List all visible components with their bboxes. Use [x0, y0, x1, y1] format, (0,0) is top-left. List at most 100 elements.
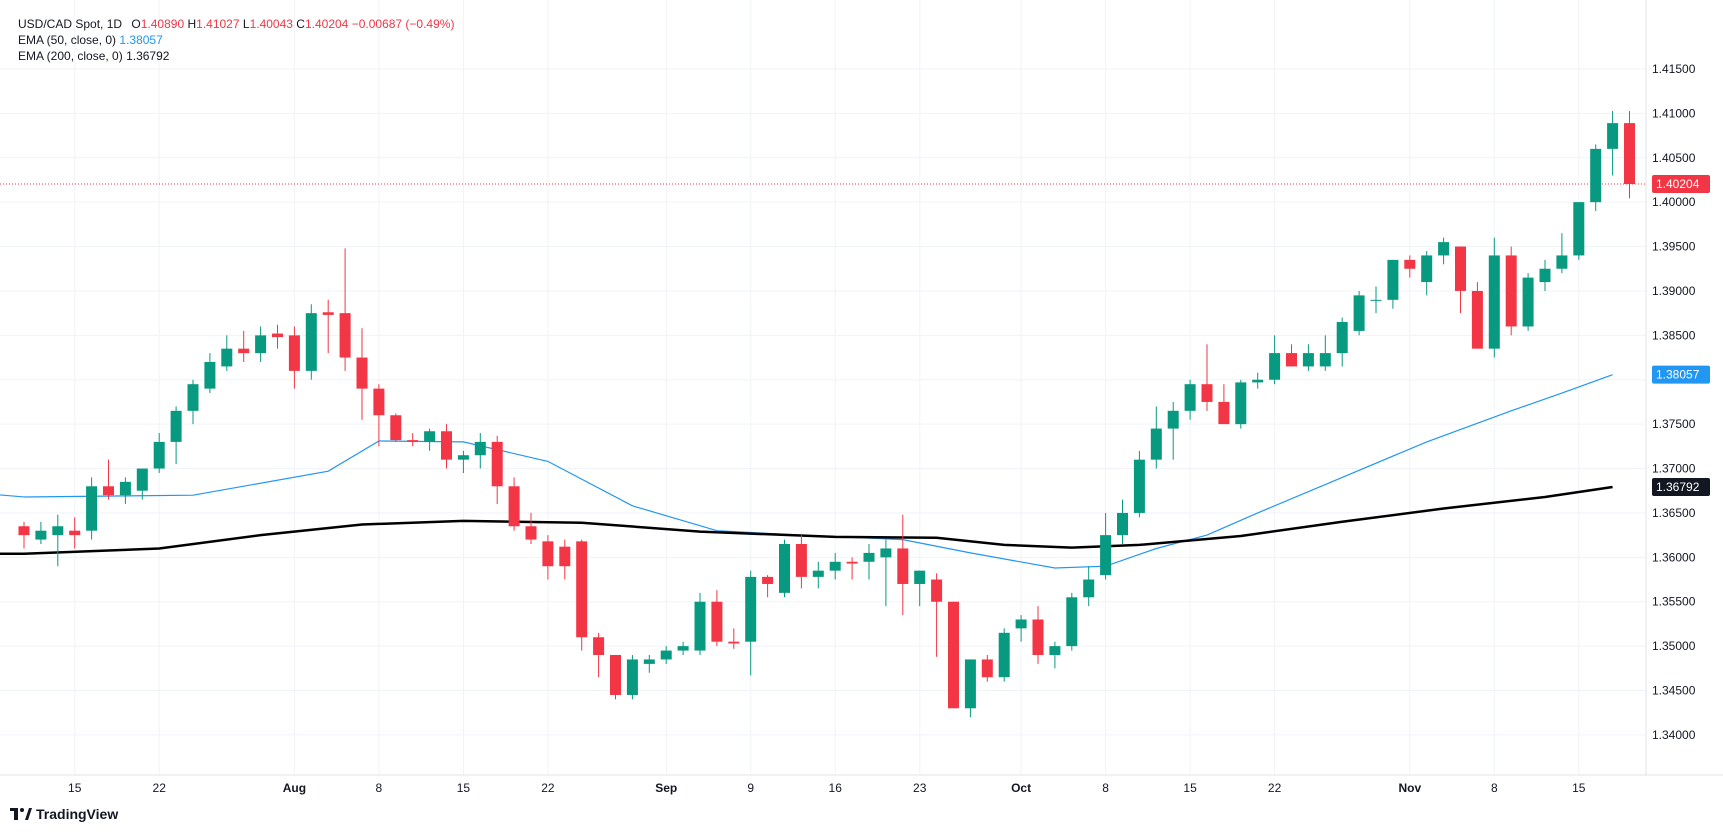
candle-up[interactable]	[863, 544, 875, 580]
candle-down[interactable]	[762, 575, 774, 598]
candle-up[interactable]	[880, 539, 892, 607]
candle-down[interactable]	[525, 512, 537, 545]
candle-down[interactable]	[390, 413, 402, 442]
candle-up[interactable]	[187, 379, 199, 425]
candle-down[interactable]	[1471, 282, 1483, 349]
time-axis[interactable]: 15 22 Aug 8 15 22 Sep 9 16 23 Oct 8 15 22 Nov 8 15	[68, 781, 1586, 795]
candle-up[interactable]	[1573, 202, 1585, 260]
candle-up[interactable]	[119, 477, 131, 505]
candle-up[interactable]	[1133, 450, 1145, 518]
price-axis[interactable]: 1.34000 1.34500 1.35000 1.35500 1.36000 1.365…	[1652, 62, 1696, 742]
candle-up[interactable]	[1319, 335, 1331, 371]
candle-up[interactable]	[643, 655, 655, 673]
candle-up[interactable]	[153, 433, 165, 473]
candle-down[interactable]	[795, 535, 807, 589]
candle-up[interactable]	[136, 468, 148, 500]
candle-up[interactable]	[221, 335, 233, 371]
candle-up[interactable]	[1015, 615, 1027, 642]
candle-up[interactable]	[52, 514, 64, 567]
candle-down[interactable]	[272, 324, 283, 349]
candle-up[interactable]	[457, 450, 469, 473]
candle-up[interactable]	[964, 659, 976, 718]
candle-down[interactable]	[711, 590, 723, 647]
legend-ema200[interactable]: EMA (200, close, 0) 1.36792	[18, 48, 454, 64]
candle-up[interactable]	[1353, 290, 1365, 336]
candle-up[interactable]	[1556, 233, 1568, 274]
candle-up[interactable]	[1488, 237, 1500, 358]
candle-down[interactable]	[508, 477, 520, 531]
candle-up[interactable]	[1269, 335, 1281, 385]
candle-up[interactable]	[914, 570, 926, 607]
candle-up[interactable]	[998, 628, 1010, 682]
candle-up[interactable]	[1387, 259, 1399, 309]
candle-down[interactable]	[491, 435, 503, 505]
candle-up[interactable]	[829, 552, 841, 580]
candle-down[interactable]	[1032, 606, 1044, 664]
candle-down[interactable]	[1505, 246, 1517, 336]
candle-up[interactable]	[1252, 372, 1264, 389]
candle-down[interactable]	[1624, 110, 1635, 199]
candle-up[interactable]	[305, 304, 317, 380]
candle-down[interactable]	[339, 248, 351, 371]
candle-down[interactable]	[356, 328, 368, 420]
legend-ema50[interactable]: EMA (50, close, 0) 1.38057	[18, 32, 454, 48]
candle-down[interactable]	[1404, 255, 1416, 278]
candle-down[interactable]	[542, 535, 554, 580]
candle-up[interactable]	[204, 353, 216, 394]
candle-up[interactable]	[745, 570, 757, 676]
candle-up[interactable]	[1184, 379, 1196, 420]
candle-up[interactable]	[1167, 401, 1179, 460]
candle-up[interactable]	[474, 433, 486, 469]
candle-up[interactable]	[1066, 592, 1078, 651]
candle-up[interactable]	[1117, 499, 1128, 545]
candle-up[interactable]	[1421, 250, 1433, 296]
candle-up[interactable]	[694, 592, 706, 656]
candle-up[interactable]	[1083, 566, 1095, 607]
candle-down[interactable]	[238, 330, 250, 362]
candle-up[interactable]	[35, 521, 47, 545]
candle-up[interactable]	[170, 406, 182, 465]
candle-down[interactable]	[18, 521, 30, 549]
candle-down[interactable]	[559, 539, 571, 580]
candle-down[interactable]	[103, 459, 114, 500]
candle-up[interactable]	[255, 326, 267, 362]
candle-up[interactable]	[1336, 317, 1348, 367]
candle-down[interactable]	[1455, 246, 1466, 314]
candle-up[interactable]	[1302, 344, 1314, 371]
candle-down[interactable]	[322, 299, 334, 354]
candle-up[interactable]	[1049, 641, 1061, 669]
candle-down[interactable]	[1218, 384, 1230, 425]
candle-down[interactable]	[69, 517, 81, 549]
candle-up[interactable]	[779, 539, 790, 598]
candle-down[interactable]	[407, 433, 419, 447]
tradingview-logo[interactable]: TradingView	[10, 806, 118, 822]
candle-down[interactable]	[373, 384, 385, 447]
candle-down[interactable]	[441, 424, 452, 469]
candle-up[interactable]	[1438, 237, 1450, 265]
candle-down[interactable]	[931, 573, 943, 657]
candle-down[interactable]	[1201, 344, 1213, 411]
candle-up[interactable]	[424, 428, 436, 451]
candle-down[interactable]	[948, 601, 959, 709]
candle-up[interactable]	[1607, 110, 1619, 176]
candle-down[interactable]	[846, 557, 858, 580]
candle-up[interactable]	[626, 655, 638, 700]
candle-up[interactable]	[1539, 259, 1551, 291]
candle-down[interactable]	[1286, 344, 1297, 367]
candle-down[interactable]	[576, 539, 588, 651]
candle-up[interactable]	[1370, 286, 1382, 314]
candle-up[interactable]	[1590, 144, 1602, 212]
candle-up[interactable]	[677, 641, 689, 656]
candle-up[interactable]	[86, 477, 98, 540]
legend-symbol[interactable]: USD/CAD Spot, 1D	[18, 17, 123, 31]
candle-up[interactable]	[1150, 406, 1162, 469]
candle-up[interactable]	[1522, 273, 1534, 331]
candle-down[interactable]	[593, 632, 605, 678]
candle-down[interactable]	[981, 655, 993, 682]
candle-up[interactable]	[1100, 512, 1112, 580]
candle-up[interactable]	[660, 646, 672, 664]
candle-up[interactable]	[1235, 379, 1247, 429]
candle-up[interactable]	[812, 561, 824, 589]
candle-down[interactable]	[897, 514, 909, 616]
